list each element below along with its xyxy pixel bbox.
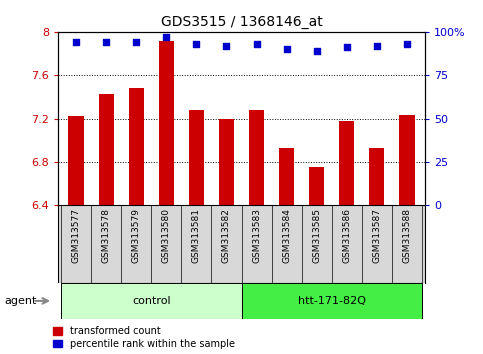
Point — [253, 41, 260, 47]
Bar — [399, 115, 414, 205]
Title: GDS3515 / 1368146_at: GDS3515 / 1368146_at — [161, 16, 322, 29]
Legend: transformed count, percentile rank within the sample: transformed count, percentile rank withi… — [53, 326, 235, 349]
Point — [313, 48, 321, 54]
Point — [373, 43, 381, 48]
Bar — [249, 110, 264, 205]
Text: GSM313577: GSM313577 — [71, 208, 81, 263]
Bar — [309, 167, 324, 205]
Text: GSM313580: GSM313580 — [162, 208, 171, 263]
Bar — [69, 116, 84, 205]
Bar — [242, 283, 422, 319]
Point — [162, 34, 170, 40]
Text: control: control — [132, 296, 170, 306]
Text: GSM313588: GSM313588 — [402, 208, 412, 263]
Text: GSM313587: GSM313587 — [372, 208, 382, 263]
Bar — [339, 121, 355, 205]
Point — [343, 45, 351, 50]
Bar — [99, 94, 114, 205]
Point — [132, 39, 140, 45]
Bar — [219, 119, 234, 205]
Text: GSM313578: GSM313578 — [101, 208, 111, 263]
Text: GSM313582: GSM313582 — [222, 208, 231, 263]
Bar — [159, 40, 174, 205]
Text: GSM313583: GSM313583 — [252, 208, 261, 263]
Text: agent: agent — [5, 296, 37, 306]
Point — [283, 46, 290, 52]
Text: GSM313585: GSM313585 — [312, 208, 321, 263]
Bar — [128, 88, 144, 205]
Text: GSM313586: GSM313586 — [342, 208, 351, 263]
Bar — [369, 148, 384, 205]
Bar — [279, 148, 294, 205]
Point — [72, 39, 80, 45]
Text: GSM313579: GSM313579 — [132, 208, 141, 263]
Text: htt-171-82Q: htt-171-82Q — [298, 296, 366, 306]
Bar — [61, 283, 242, 319]
Text: GSM313581: GSM313581 — [192, 208, 201, 263]
Point — [403, 41, 411, 47]
Bar — [189, 110, 204, 205]
Point — [193, 41, 200, 47]
Text: GSM313584: GSM313584 — [282, 208, 291, 263]
Point — [102, 39, 110, 45]
Point — [223, 43, 230, 48]
